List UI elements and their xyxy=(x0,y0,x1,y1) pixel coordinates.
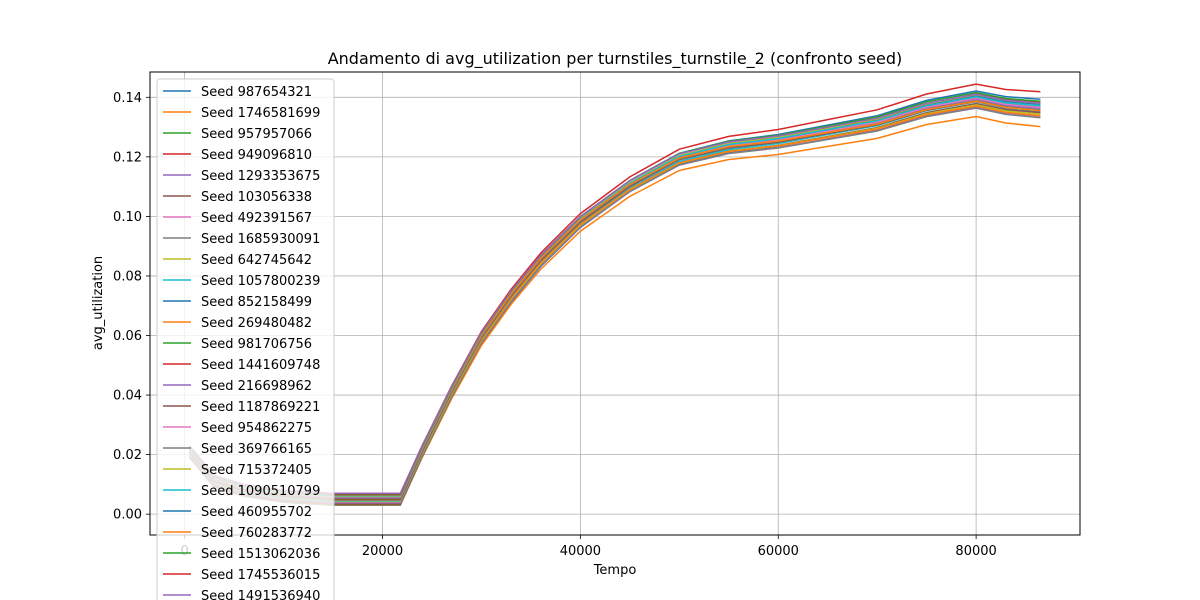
chart-title: Andamento di avg_utilization per turnsti… xyxy=(328,49,903,69)
y-tick-label: 0.04 xyxy=(113,389,142,404)
legend-label: Seed 987654321 xyxy=(201,85,312,100)
legend-label: Seed 1746581699 xyxy=(201,106,320,121)
x-axis-label: Tempo xyxy=(593,563,637,578)
legend-label: Seed 1090510799 xyxy=(201,484,320,499)
legend-label: Seed 1513062036 xyxy=(201,547,320,562)
legend-label: Seed 981706756 xyxy=(201,337,312,352)
x-tick-label: 40000 xyxy=(560,544,601,559)
x-tick-label: 60000 xyxy=(758,544,799,559)
legend-label: Seed 957957066 xyxy=(201,127,312,142)
legend-label: Seed 760283772 xyxy=(201,526,312,541)
y-tick-label: 0.06 xyxy=(113,329,142,344)
legend-box xyxy=(156,78,335,600)
legend-label: Seed 1441609748 xyxy=(201,358,320,373)
y-axis-ticks: 0.00 0.02 0.04 0.06 0.08 0.10 0.12 0.14 xyxy=(113,91,150,523)
legend-label: Seed 949096810 xyxy=(201,148,312,163)
legend-label: Seed 1293353675 xyxy=(201,169,320,184)
y-tick-label: 0.14 xyxy=(113,91,142,106)
legend-label: Seed 1685930091 xyxy=(201,232,320,247)
x-tick-label: 80000 xyxy=(955,544,996,559)
y-tick-label: 0.08 xyxy=(113,269,142,284)
legend-label: Seed 1745536015 xyxy=(201,568,320,583)
series-lines xyxy=(189,83,1041,506)
legend-label: Seed 369766165 xyxy=(201,442,312,457)
legend-label: Seed 103056338 xyxy=(201,190,312,205)
legend-label: Seed 1057800239 xyxy=(201,274,320,289)
plot-frame xyxy=(149,71,1081,536)
legend-label: Seed 954862275 xyxy=(201,421,312,436)
legend-label: Seed 642745642 xyxy=(201,253,312,268)
y-tick-label: 0.12 xyxy=(113,150,142,165)
legend-label: Seed 1491536940 xyxy=(201,589,320,600)
x-axis-ticks: 020000400006000080000 xyxy=(180,535,997,559)
legend-label: Seed 715372405 xyxy=(201,463,312,478)
y-tick-label: 0.10 xyxy=(113,210,142,225)
legend-label: Seed 852158499 xyxy=(201,295,312,310)
y-axis-label: avg_utilization xyxy=(91,256,106,350)
legend-label: Seed 460955702 xyxy=(201,505,312,520)
y-tick-label: 0.02 xyxy=(113,448,142,463)
legend-label: Seed 492391567 xyxy=(201,211,312,226)
legend-label: Seed 216698962 xyxy=(201,379,312,394)
legend-label: Seed 269480482 xyxy=(201,316,312,331)
legend: Seed 987654321 Seed 1746581699 Seed 957957… xyxy=(156,78,335,600)
y-tick-label: 0.00 xyxy=(113,508,142,523)
legend-label: Seed 1187869221 xyxy=(201,400,320,415)
x-tick-label: 20000 xyxy=(362,544,403,559)
